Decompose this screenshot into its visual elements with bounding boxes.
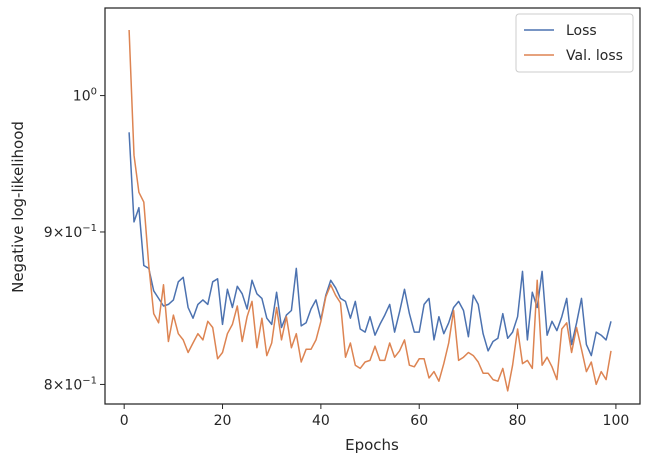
legend-label-loss: Loss [566,23,597,39]
y-axis: 8×10−1 9×10−1 100 [44,87,105,393]
y-tick-label: 9×10−1 [44,223,97,241]
x-tick-label: 100 [603,413,630,429]
x-tick-label: 60 [410,413,428,429]
legend: Loss Val. loss [515,13,634,73]
series-line-0 [128,132,612,357]
x-axis: 0 20 40 60 80 100 [120,404,630,429]
x-axis-label: Epochs [345,436,399,454]
legend-label-val-loss: Val. loss [566,48,623,64]
x-tick-label: 80 [509,413,527,429]
x-tick-label: 40 [312,413,330,429]
legend-frame [515,13,634,73]
x-tick-label: 20 [214,413,232,429]
y-tick-label: 8×10−1 [44,375,97,393]
series-line-1 [128,29,612,392]
plot-content [128,29,612,392]
x-tick-label: 0 [120,413,129,429]
y-axis-label: Negative log-likelihood [9,121,27,293]
y-tick-label: 100 [73,87,97,105]
plot-frame [104,7,641,405]
